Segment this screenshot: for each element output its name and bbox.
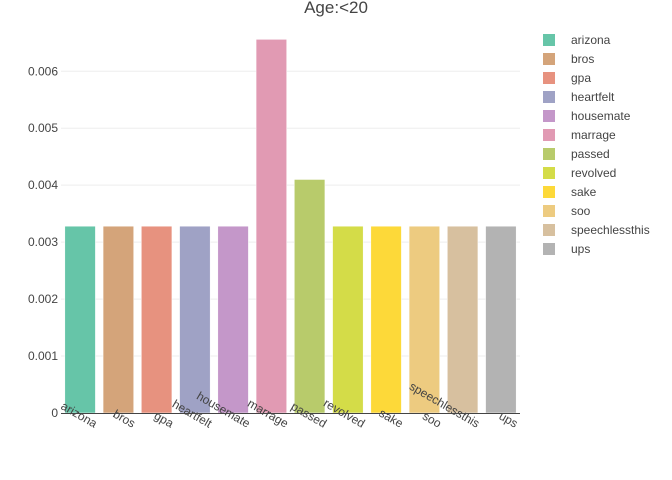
bar-housemate[interactable] [217, 225, 249, 414]
y-tick-label: 0 [51, 406, 58, 420]
bar-sake[interactable] [370, 225, 402, 414]
bar-revolved[interactable] [332, 225, 364, 414]
legend-swatch[interactable] [543, 91, 555, 103]
y-tick-label: 0.001 [28, 349, 58, 363]
legend-swatch[interactable] [543, 148, 555, 160]
legend-swatch[interactable] [543, 129, 555, 141]
bar-speechlessthis[interactable] [447, 225, 479, 414]
legend-label[interactable]: marrage [571, 128, 616, 142]
y-tick-label: 0.005 [28, 121, 58, 135]
y-tick-label: 0.004 [28, 178, 58, 192]
bar-gpa[interactable] [141, 225, 173, 414]
legend-swatch[interactable] [543, 186, 555, 198]
legend-label[interactable]: gpa [571, 71, 591, 85]
legend-label[interactable]: passed [571, 147, 610, 161]
bars [64, 39, 517, 414]
legend-label[interactable]: ups [571, 242, 590, 256]
y-tick-label: 0.002 [28, 292, 58, 306]
legend-swatch[interactable] [543, 53, 555, 65]
legend[interactable]: arizona bros gpa heartfelt housemate marrage p… [543, 33, 650, 256]
legend-label[interactable]: heartfelt [571, 90, 615, 104]
legend-label[interactable]: housemate [571, 109, 631, 123]
legend-swatch[interactable] [543, 224, 555, 236]
bar-passed[interactable] [294, 179, 326, 414]
bar-marrage[interactable] [255, 39, 287, 414]
legend-label[interactable]: arizona [571, 33, 611, 47]
bar-ups[interactable] [485, 225, 517, 414]
legend-swatch[interactable] [543, 205, 555, 217]
gridlines [61, 70, 520, 357]
legend-swatch[interactable] [543, 110, 555, 122]
legend-swatch[interactable] [543, 167, 555, 179]
bar-heartfelt[interactable] [179, 225, 211, 414]
y-tick-label: 0.003 [28, 235, 58, 249]
legend-label[interactable]: soo [571, 204, 591, 218]
y-tick-label: 0.006 [28, 64, 58, 78]
legend-swatch[interactable] [543, 72, 555, 84]
legend-swatch[interactable] [543, 243, 555, 255]
chart-title: Age:<20 [304, 0, 368, 17]
legend-label[interactable]: bros [571, 52, 594, 66]
legend-label[interactable]: revolved [571, 166, 616, 180]
y-axis: 0 0.001 0.002 0.003 0.004 0.005 0.006 [28, 64, 58, 420]
legend-label[interactable]: sake [571, 185, 597, 199]
bar-bros[interactable] [102, 225, 134, 414]
legend-swatch[interactable] [543, 34, 555, 46]
bar-arizona[interactable] [64, 225, 96, 414]
legend-label[interactable]: speechlessthis [571, 223, 650, 237]
